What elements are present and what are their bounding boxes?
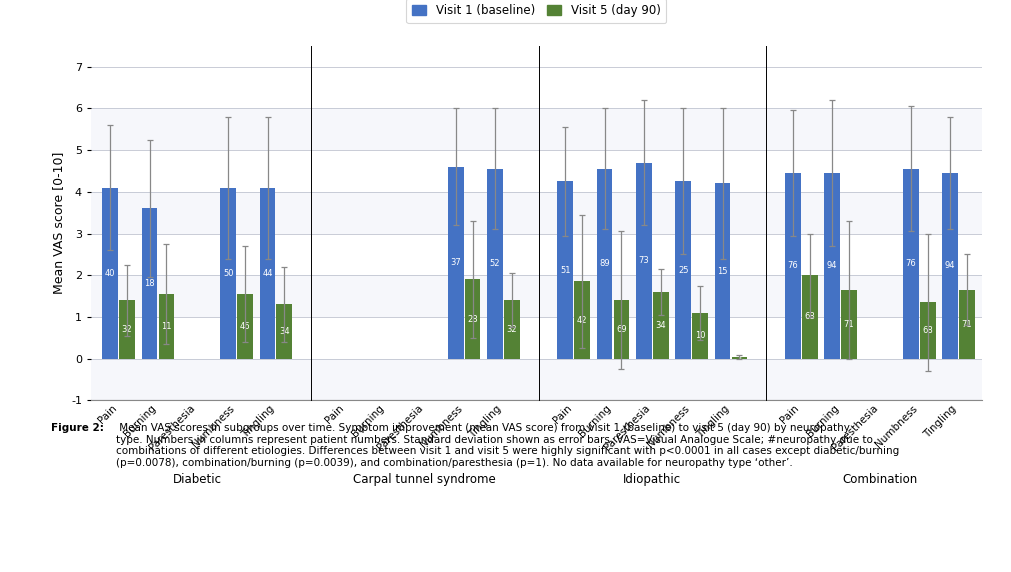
Bar	[91, 150, 981, 192]
Text: 40: 40	[105, 269, 115, 277]
Text: Figure 2:: Figure 2:	[51, 423, 103, 433]
Text: 28: 28	[467, 315, 477, 324]
Bar	[785, 173, 800, 359]
Text: 46: 46	[240, 322, 250, 331]
Text: 89: 89	[599, 259, 610, 268]
Text: 32: 32	[121, 325, 132, 334]
Text: 51: 51	[559, 265, 570, 275]
Bar	[674, 181, 691, 359]
Bar	[801, 275, 817, 359]
Bar	[652, 292, 668, 359]
Bar	[636, 162, 651, 359]
Text: 18: 18	[144, 279, 155, 288]
Bar	[159, 294, 174, 359]
Bar	[557, 181, 572, 359]
Bar	[714, 184, 730, 359]
Bar	[119, 300, 134, 359]
Bar	[596, 169, 612, 359]
Text: Mean VAS scores in subgroups over time. Symptom improvement (mean VAS score) fro: Mean VAS scores in subgroups over time. …	[116, 423, 899, 468]
Bar	[573, 281, 589, 359]
Bar	[91, 317, 981, 359]
Text: 44: 44	[262, 269, 273, 277]
Bar	[91, 108, 981, 150]
Bar	[448, 167, 463, 359]
Bar	[824, 173, 839, 359]
Bar	[276, 304, 292, 359]
Bar	[840, 290, 856, 359]
Text: 42: 42	[576, 316, 586, 324]
Text: 94: 94	[944, 261, 954, 271]
Text: 34: 34	[655, 321, 665, 330]
Bar	[941, 173, 957, 359]
Bar	[91, 233, 981, 275]
Bar	[464, 279, 480, 359]
Text: 52: 52	[489, 259, 499, 268]
Text: 68: 68	[921, 326, 932, 335]
Bar	[91, 359, 981, 400]
Text: 71: 71	[960, 320, 972, 329]
Y-axis label: Mean VAS score [0-10]: Mean VAS score [0-10]	[53, 152, 66, 294]
Text: 37: 37	[450, 258, 461, 267]
Bar	[503, 300, 520, 359]
Bar	[958, 290, 974, 359]
Text: Combination: Combination	[841, 472, 917, 486]
Text: 68: 68	[804, 312, 814, 321]
Bar	[919, 303, 934, 359]
Bar	[142, 208, 158, 359]
Text: 25: 25	[677, 265, 687, 275]
Text: 11: 11	[161, 322, 172, 331]
Text: 73: 73	[638, 256, 649, 265]
Bar	[260, 188, 275, 359]
Bar	[91, 192, 981, 233]
Text: Diabetic: Diabetic	[173, 472, 221, 486]
Text: 34: 34	[279, 327, 289, 336]
Text: 50: 50	[222, 269, 234, 277]
Text: Carpal tunnel syndrome: Carpal tunnel syndrome	[353, 472, 495, 486]
Legend: Visit 1 (baseline), Visit 5 (day 90): Visit 1 (baseline), Visit 5 (day 90)	[406, 0, 665, 23]
Bar	[902, 169, 918, 359]
Text: 15: 15	[717, 267, 727, 276]
Bar	[102, 188, 118, 359]
Text: 94: 94	[826, 261, 837, 271]
Bar	[91, 66, 981, 108]
Bar	[91, 275, 981, 317]
Bar	[220, 188, 236, 359]
Bar	[613, 300, 629, 359]
Text: 71: 71	[843, 320, 853, 329]
Text: 76: 76	[905, 259, 915, 268]
Bar	[486, 169, 502, 359]
Bar	[237, 294, 253, 359]
Text: 10: 10	[695, 331, 705, 340]
Text: 32: 32	[507, 325, 517, 334]
Text: 1: 1	[736, 353, 741, 362]
Bar	[731, 356, 746, 359]
Text: 69: 69	[616, 325, 626, 334]
Text: 76: 76	[787, 261, 798, 271]
Text: Idiopathic: Idiopathic	[623, 472, 680, 486]
Bar	[692, 313, 708, 359]
